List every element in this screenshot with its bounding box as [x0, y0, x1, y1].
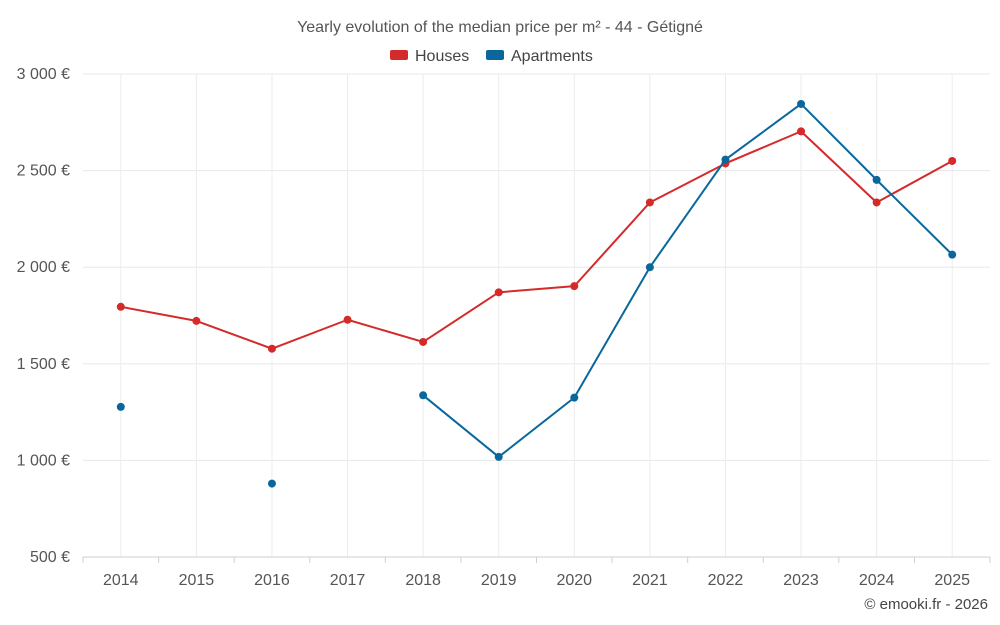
axes: 500 € 1 000 € 1 500 € 2 000 € 2 500 € 3 000 €… [17, 66, 991, 589]
x-tick-label: 2024 [859, 572, 895, 589]
apartments-point-2016 [267, 479, 276, 488]
x-tick-label: 2017 [330, 572, 366, 589]
chart-title: Yearly evolution of the median price per… [297, 19, 703, 36]
apartments-point-2021 [645, 263, 654, 272]
x-tick-label: 2014 [103, 572, 139, 589]
grid [83, 73, 990, 557]
legend-swatch-houses [390, 50, 408, 60]
houses-point-2020 [570, 282, 579, 291]
apartments-point-2022 [721, 155, 730, 164]
legend: Houses Apartments [390, 48, 593, 65]
legend-label-houses: Houses [415, 48, 469, 65]
houses-point-2016 [267, 344, 276, 353]
legend-swatch-apartments [486, 50, 504, 60]
series-layer [116, 99, 957, 488]
x-tick-label: 2020 [556, 572, 592, 589]
houses-line [120, 130, 953, 350]
y-tick-label: 1 500 € [17, 356, 70, 373]
x-tick-label: 2023 [783, 572, 819, 589]
houses-point-2014 [116, 302, 125, 311]
x-tick-label: 2019 [481, 572, 517, 589]
houses-point-2015 [192, 316, 201, 325]
y-tick-label: 2 000 € [17, 259, 70, 276]
apartments-point-2020 [570, 393, 579, 402]
x-tick-label: 2018 [405, 572, 441, 589]
y-tick-label: 1 000 € [17, 452, 70, 469]
y-tick-label: 500 € [30, 549, 70, 566]
apartments-point-2019 [494, 452, 503, 461]
y-tick-label: 2 500 € [17, 163, 70, 180]
apartments-point-2023 [797, 99, 806, 108]
apartments-point-2024 [872, 175, 881, 184]
houses-point-2021 [645, 198, 654, 207]
apartments-point-2018 [419, 391, 428, 400]
x-tick-label: 2025 [934, 572, 970, 589]
x-tick-label: 2015 [179, 572, 215, 589]
x-tick-label: 2016 [254, 572, 290, 589]
apartments-point-2025 [948, 250, 957, 259]
apartments-line [422, 102, 953, 458]
houses-point-2024 [872, 198, 881, 207]
x-tick-label: 2021 [632, 572, 668, 589]
x-tick-label: 2022 [708, 572, 744, 589]
houses-point-2023 [797, 127, 806, 136]
houses-point-2017 [343, 315, 352, 324]
houses-point-2025 [948, 156, 957, 165]
houses-point-2019 [494, 288, 503, 297]
credit-text: © emooki.fr - 2026 [864, 596, 988, 613]
y-tick-label: 3 000 € [17, 66, 70, 83]
apartments-point-2014 [116, 402, 125, 411]
legend-label-apartments: Apartments [511, 48, 593, 65]
houses-point-2018 [419, 337, 428, 346]
